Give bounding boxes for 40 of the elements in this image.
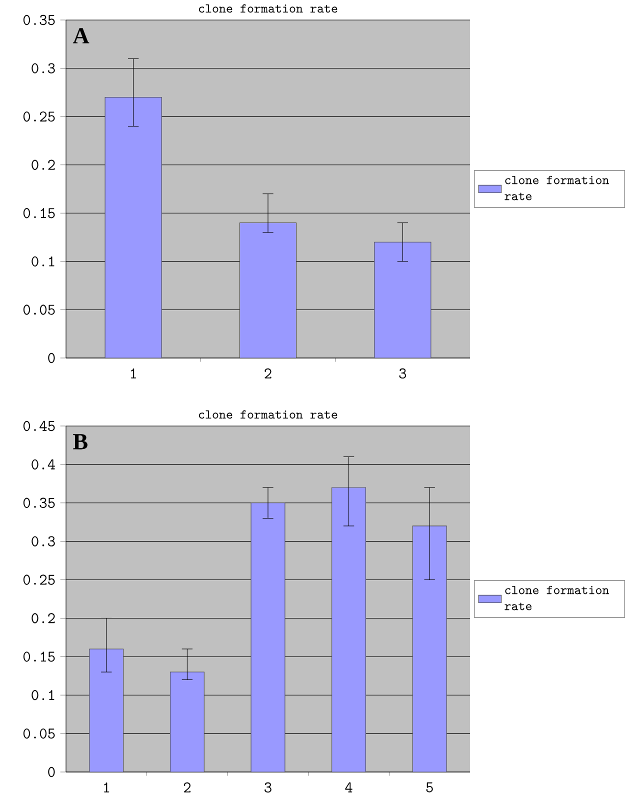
y-tick-label: 0.35 [23, 498, 55, 508]
chart-title: clone formation rate [198, 4, 338, 13]
y-tick-label: 0.15 [23, 208, 55, 218]
y-tick-label: 0.35 [23, 14, 55, 26]
y-tick-label: 0.15 [23, 652, 55, 662]
x-tick-label: 5 [426, 782, 433, 792]
x-tick-label: 2 [264, 368, 272, 378]
bar [374, 242, 432, 358]
y-tick-label: 0.2 [32, 160, 55, 170]
x-tick-label: 3 [399, 368, 406, 379]
x-tick-label: 1 [104, 782, 110, 792]
bar [104, 96, 162, 358]
y-tick-label: 0.4 [32, 459, 56, 470]
x-tick-label: 4 [345, 782, 352, 792]
y-tick-label: 0.25 [23, 574, 55, 585]
y-tick-label: 0.2 [32, 613, 55, 624]
x-tick-label: 1 [130, 368, 136, 378]
y-tick-label: 0.3 [32, 63, 55, 74]
y-tick-label: 0.05 [23, 728, 55, 739]
bar [412, 526, 447, 772]
bar [250, 502, 286, 772]
y-tick-label: 0.1 [32, 256, 54, 266]
y-tick-label: 0.1 [32, 690, 54, 700]
x-tick-label: 3 [264, 782, 272, 793]
bar [332, 487, 366, 772]
legend-label: clone formation rate [504, 586, 610, 610]
annotation: A [72, 28, 90, 44]
y-tick-label: 0 [48, 352, 55, 364]
bar [170, 672, 204, 772]
bar [89, 648, 124, 772]
y-tick-label: 0.3 [32, 536, 55, 546]
annotation: B [73, 434, 88, 450]
x-tick-label: 2 [184, 782, 190, 792]
y-tick-label: 0.05 [23, 304, 55, 315]
y-tick-label: 0.45 [23, 420, 55, 432]
y-tick-label: 0 [48, 766, 55, 778]
chart-title: clone formation rate [198, 410, 338, 419]
legend-label: clone formation rate [504, 176, 610, 200]
bar [239, 222, 297, 358]
y-tick-label: 0.25 [23, 111, 55, 122]
